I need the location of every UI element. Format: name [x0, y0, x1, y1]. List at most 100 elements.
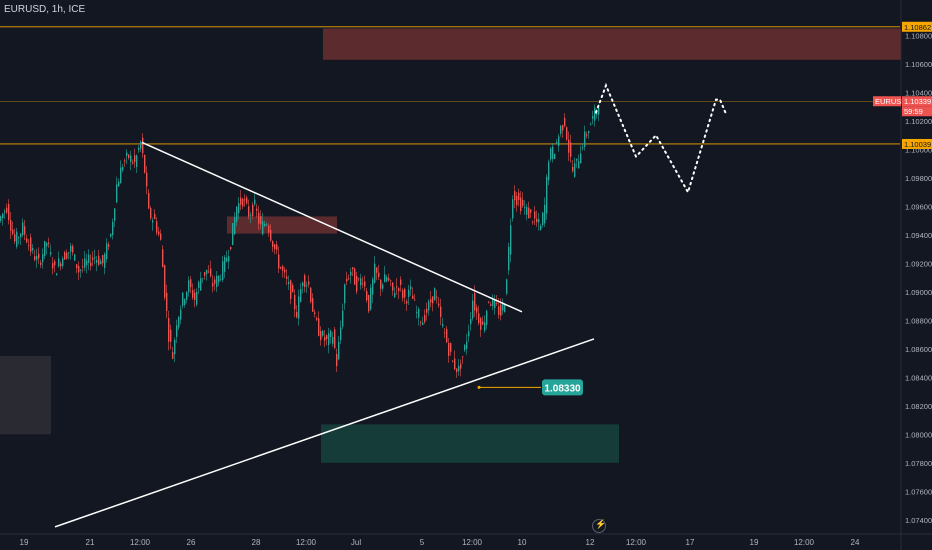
- time-tick-label: 24: [851, 538, 860, 547]
- candle-body: [44, 240, 46, 257]
- candle-body: [212, 282, 214, 287]
- time-axis[interactable]: 19 21 12:00 26 28 12:00 Jul 5 12:00 10 12 12:00 17 19…: [0, 533, 932, 547]
- candle-body: [66, 252, 68, 259]
- candle-body: [168, 318, 170, 342]
- candle-body: [492, 298, 494, 306]
- candle-body: [228, 256, 230, 262]
- support-zone: [321, 424, 619, 463]
- candle-body: [420, 321, 422, 323]
- resistance-zone: [323, 28, 901, 60]
- candle-body: [556, 142, 558, 143]
- candle-body: [462, 356, 464, 358]
- candle-body: [58, 258, 60, 267]
- candle-body: [372, 279, 374, 295]
- candle-body: [598, 107, 600, 115]
- candle-body: [122, 166, 124, 171]
- candle-body: [274, 244, 276, 250]
- candle-body: [432, 296, 434, 304]
- candle-body: [48, 242, 50, 244]
- ascending-trendline: [54, 338, 595, 528]
- candle-body: [232, 223, 234, 246]
- candle-body: [226, 257, 228, 262]
- candle-body: [444, 332, 446, 334]
- candle-body: [86, 260, 88, 266]
- candle-body: [530, 209, 532, 213]
- candle-body: [554, 153, 556, 159]
- price-tick-label: 1.08400: [905, 373, 932, 382]
- lines-layer: 1.08330: [54, 82, 727, 528]
- time-tick-label: 28: [252, 538, 261, 547]
- candle-body: [388, 278, 390, 281]
- candle-body: [322, 331, 324, 336]
- candle-body: [152, 220, 154, 223]
- time-tick-label: 17: [686, 538, 695, 547]
- candle-body: [74, 254, 76, 261]
- time-tick-label: 12:00: [626, 538, 647, 547]
- candle-body: [502, 302, 504, 311]
- candle-body: [180, 309, 182, 320]
- candle-body: [112, 221, 114, 236]
- price-tick-label: 1.09800: [905, 174, 932, 183]
- candle-body: [312, 298, 314, 312]
- candle-body: [102, 255, 104, 264]
- candle-body: [446, 329, 448, 343]
- candle-body: [578, 161, 580, 169]
- price-tick-label: 1.10600: [905, 60, 932, 69]
- lightning-icon[interactable]: [592, 519, 606, 533]
- candle-body: [590, 124, 592, 126]
- small-resistance-zone: [227, 216, 337, 234]
- time-tick-label: 12: [586, 538, 595, 547]
- candle-body: [140, 141, 142, 149]
- candle-body: [230, 247, 232, 250]
- candle-body: [290, 280, 292, 299]
- candle-body: [510, 225, 512, 255]
- candle-body: [532, 221, 534, 223]
- candle-body: [428, 301, 430, 311]
- candle-body: [476, 307, 478, 313]
- candle-body: [200, 278, 202, 291]
- candle-body: [170, 329, 172, 342]
- symbol-title[interactable]: EURUSD, 1h, ICE: [4, 4, 86, 15]
- candle-body: [278, 254, 280, 269]
- candle-body: [72, 246, 74, 253]
- candle-body: [310, 287, 312, 303]
- candle-body: [146, 172, 148, 187]
- candle-body: [268, 225, 270, 233]
- candle-body: [34, 256, 36, 261]
- candle-body: [352, 267, 354, 270]
- candle-body: [154, 213, 156, 220]
- candle-body: [284, 269, 286, 273]
- candle-body: [346, 278, 348, 282]
- candle-body: [378, 272, 380, 277]
- candle-body: [298, 296, 300, 319]
- candle-body: [404, 288, 406, 298]
- candle-body: [256, 208, 258, 211]
- candle-body: [40, 262, 42, 265]
- time-tick-label: 12:00: [130, 538, 151, 547]
- candle-body: [106, 243, 108, 260]
- candle-body: [252, 204, 254, 216]
- candle-body: [166, 292, 168, 311]
- candle-body: [240, 197, 242, 205]
- candle-body: [254, 199, 256, 205]
- candle-body: [282, 266, 284, 271]
- candle-body: [94, 257, 96, 259]
- candle-body: [464, 345, 466, 351]
- candle-body: [4, 211, 6, 213]
- candle-body: [586, 134, 588, 136]
- candle-body: [150, 208, 152, 219]
- candle-body: [188, 280, 190, 293]
- price-axis[interactable]: 1.07400 1.07600 1.07800 1.08000 1.08200 1.084…: [900, 0, 932, 550]
- candle-body: [52, 263, 54, 269]
- candle-body: [490, 304, 492, 306]
- time-tick-label: 5: [420, 538, 425, 547]
- price-tick-label: 1.07400: [905, 516, 932, 525]
- candle-body: [186, 291, 188, 300]
- time-tick-label: 26: [187, 538, 196, 547]
- candle-body: [518, 192, 520, 201]
- descending-trendline: [141, 141, 523, 313]
- levels-layer: [0, 26, 900, 145]
- candle-body: [96, 259, 98, 263]
